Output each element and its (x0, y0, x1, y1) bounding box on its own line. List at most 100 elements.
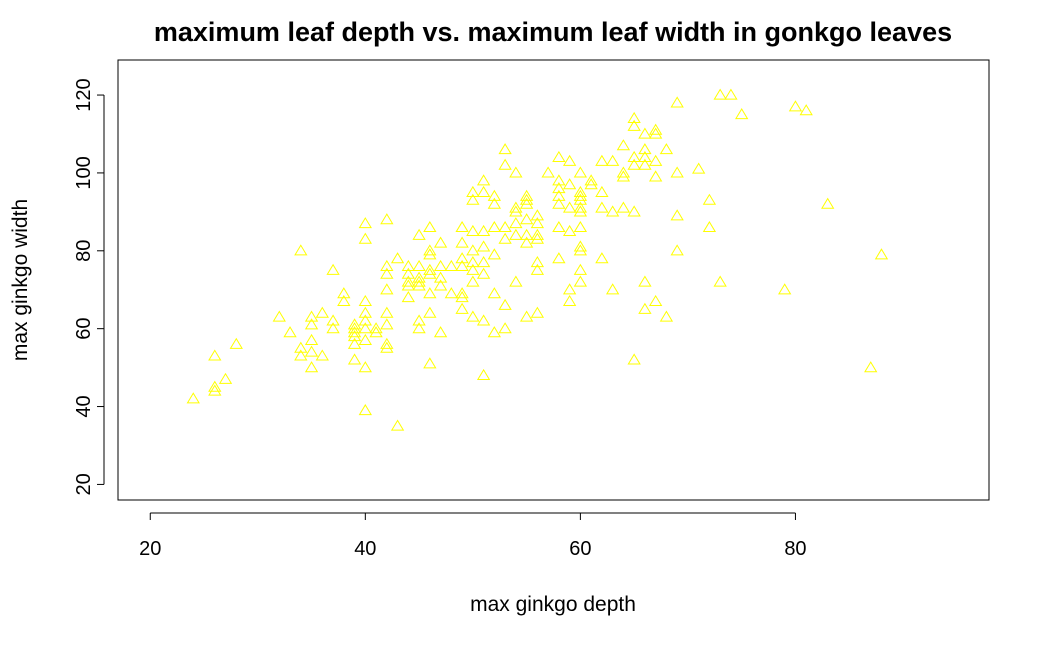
data-point (498, 298, 512, 310)
data-point (552, 197, 566, 209)
data-point (380, 318, 394, 330)
data-point (487, 287, 502, 299)
data-point (476, 267, 491, 279)
data-point (509, 228, 523, 240)
data-point (401, 259, 415, 271)
data-point (466, 244, 480, 256)
data-point (412, 275, 426, 287)
data-point (358, 217, 372, 229)
data-point (530, 228, 545, 240)
data-point (358, 306, 372, 318)
data-point (670, 166, 684, 178)
data-point (573, 205, 588, 217)
y-tick-label: 60 (73, 318, 95, 340)
data-point (627, 150, 641, 162)
data-point (476, 256, 491, 268)
data-point (670, 209, 684, 221)
y-tick-label: 80 (73, 240, 95, 262)
data-point (390, 419, 405, 431)
data-point (659, 310, 674, 322)
x-axis: 20 40 60 80 (139, 512, 807, 560)
x-tick-label: 40 (354, 538, 376, 560)
data-point (519, 236, 534, 248)
data-point (455, 220, 469, 233)
data-point (541, 166, 555, 178)
y-axis: 20 40 60 80 100 120 (73, 78, 105, 496)
data-point (648, 127, 663, 139)
chart-title: maximum leaf depth vs. maximum leaf widt… (154, 17, 952, 47)
data-point (423, 220, 437, 233)
data-point (229, 337, 243, 349)
data-point (519, 189, 534, 201)
data-point (648, 170, 663, 182)
data-point (369, 326, 383, 338)
data-point (433, 259, 448, 271)
data-point (208, 384, 222, 396)
data-point (455, 259, 469, 271)
data-point (304, 361, 319, 373)
data-point (315, 306, 329, 318)
data-point (530, 209, 545, 221)
data-point (498, 232, 512, 244)
data-point (552, 174, 566, 186)
y-tick-label: 20 (73, 473, 95, 495)
data-point (433, 271, 448, 283)
data-point (358, 232, 372, 244)
data-point (702, 193, 717, 205)
data-point (627, 353, 641, 365)
data-point (552, 189, 566, 201)
data-point (401, 279, 415, 291)
data-point (659, 143, 674, 155)
data-point (509, 205, 523, 217)
data-point (519, 310, 534, 322)
data-point (519, 228, 534, 240)
data-point (326, 322, 340, 334)
data-point (519, 197, 534, 209)
data-point (476, 224, 491, 236)
data-point (573, 166, 588, 178)
data-point (670, 244, 684, 256)
data-point (423, 244, 437, 256)
data-point (552, 220, 566, 233)
data-point (552, 182, 566, 194)
data-point (358, 333, 372, 345)
data-point (326, 314, 340, 326)
data-point (466, 310, 480, 322)
data-point (337, 287, 351, 299)
data-point (455, 302, 469, 314)
data-point (562, 154, 577, 166)
y-axis-label: max ginkgo width (9, 199, 32, 361)
x-tick-label: 60 (569, 538, 591, 560)
data-point (692, 162, 706, 174)
data-point (573, 263, 588, 275)
data-point (487, 248, 502, 260)
data-point (315, 349, 329, 361)
data-point (788, 100, 803, 112)
data-point (638, 143, 652, 155)
data-point (444, 259, 459, 271)
data-point (466, 263, 480, 275)
data-point (347, 322, 362, 334)
data-point (799, 104, 813, 116)
data-point (821, 197, 835, 209)
data-point (304, 310, 319, 322)
data-point (584, 174, 598, 186)
data-point (487, 220, 502, 233)
data-point (530, 306, 545, 318)
data-point (412, 314, 426, 326)
data-point (380, 267, 394, 279)
data-point (455, 236, 469, 248)
data-point (573, 220, 588, 233)
data-point (380, 213, 394, 225)
data-point (638, 275, 652, 287)
data-point (530, 263, 545, 275)
data-point (423, 287, 437, 299)
data-point (412, 228, 426, 240)
data-point (326, 263, 340, 275)
data-point (498, 322, 512, 334)
data-point (519, 213, 534, 225)
data-point (380, 341, 394, 353)
data-point (530, 256, 545, 268)
y-tick-label: 40 (73, 395, 95, 417)
data-point (272, 310, 286, 322)
